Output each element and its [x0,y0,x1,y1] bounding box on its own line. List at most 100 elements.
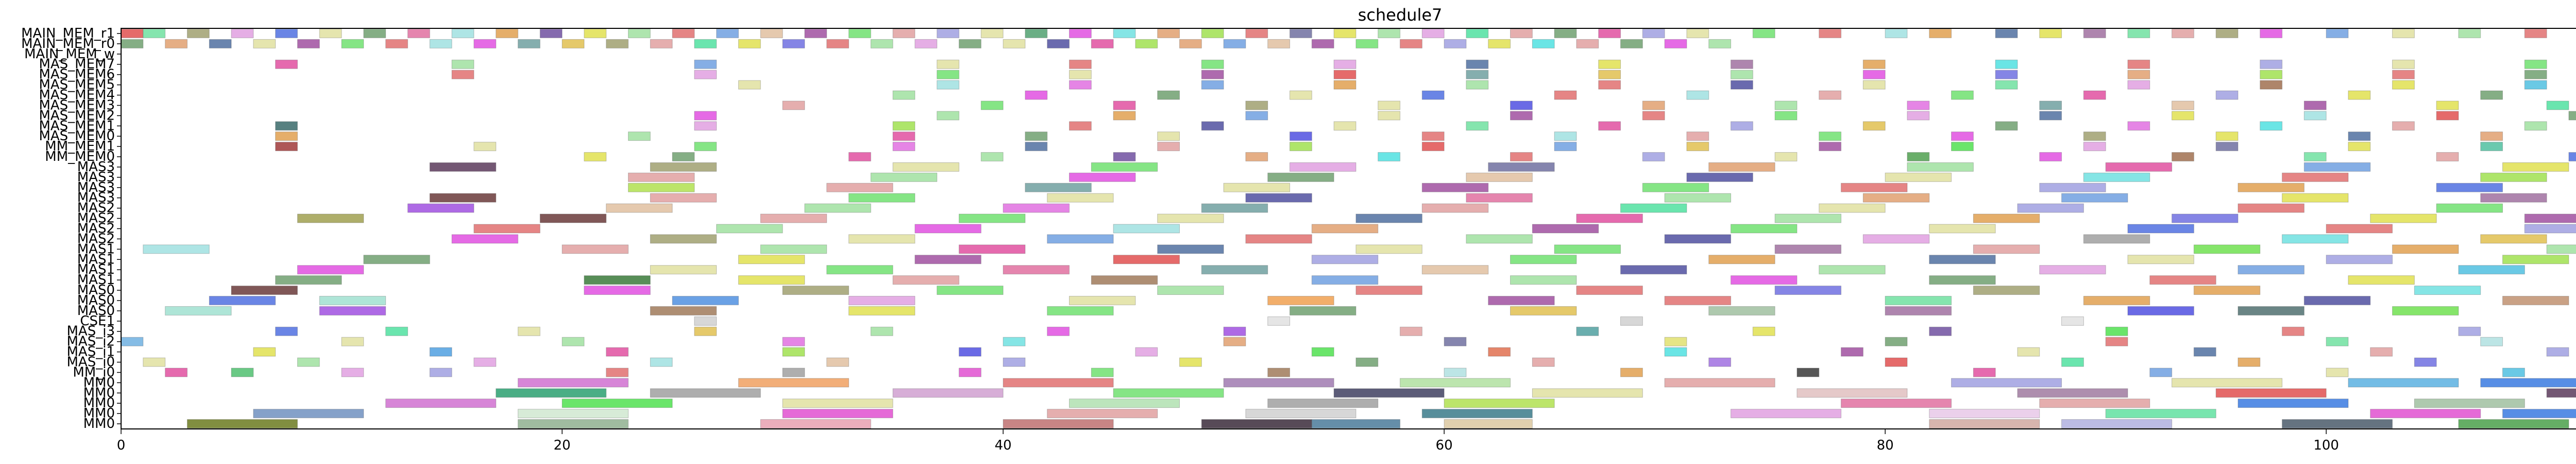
y-tick-label: MAS_i1 [67,344,115,360]
task-bar [2172,101,2194,110]
task-bar [2260,70,2283,79]
task-bar [1862,80,1886,90]
y-tick-label: MAS0 [77,283,115,298]
task-bar [1708,39,1732,48]
task-bar [870,172,938,182]
task-bar [1488,347,1511,357]
task-bar [1797,368,1820,377]
task-bar [1995,121,2018,131]
task-bar [1201,203,1268,213]
task-bar [1554,28,1577,38]
task-bar [892,28,916,38]
task-bar [1510,152,1533,162]
task-bar [1554,142,1577,152]
task-bar [1510,255,1577,264]
task-bar [1245,193,1312,203]
task-bar [2260,59,2283,69]
task-bar [1774,244,1842,254]
task-bar [1245,409,1357,419]
task-bar [2238,399,2349,408]
task-bar [2458,419,2569,429]
task-bar [121,337,144,346]
x-tick-label: 40 [995,438,1012,453]
task-bar [2303,152,2327,162]
task-bar [1466,172,1533,182]
task-bar [1355,286,1422,295]
task-bar [2238,306,2304,316]
task-bar [1708,162,1775,172]
y-tick-label: MAS1 [77,272,115,288]
task-bar [2414,357,2437,367]
task-bar [892,275,959,285]
task-bar [584,275,651,285]
task-bar [2172,28,2194,38]
y-tick-label: MM_MEM0 [45,149,115,164]
task-bar [1929,275,1996,285]
task-bar [1510,101,1533,110]
task-bar [650,265,717,275]
task-bar [782,409,893,419]
y-tick-label: MM0 [83,406,115,421]
task-bar [1642,111,1665,121]
task-bar [2370,409,2481,419]
y-tick-label: MM0 [83,385,115,401]
task-bar [1091,368,1114,377]
task-bar [628,183,695,192]
task-bar [914,224,981,234]
task-bar [672,295,739,305]
task-bar [2127,306,2194,316]
task-bar [1003,265,1070,275]
task-bar [1951,131,1974,141]
task-bar [2436,111,2459,121]
task-bar [1289,90,1312,100]
task-bar [848,234,916,244]
task-bar [1400,326,1422,336]
task-bar [804,28,827,38]
task-bar [1973,213,2040,223]
task-bar [1862,70,1886,79]
task-bar [275,142,298,152]
task-bar [2039,183,2106,192]
task-bar [2215,90,2239,100]
task-bar [2326,368,2349,377]
task-bar [892,121,916,131]
x-tick-label: 0 [117,438,126,453]
task-bar [1047,39,1070,48]
task-bar [2326,28,2349,38]
task-bar [1267,316,1290,326]
task-bar [1201,70,1224,79]
task-bar [1201,28,1224,38]
task-bar [2436,183,2503,192]
task-bar [782,347,805,357]
y-tick-label: MAS3 [77,159,115,175]
task-bar [2392,28,2415,38]
task-bar [275,28,298,38]
task-bar [1554,90,1577,100]
task-bar [1245,111,1268,121]
task-bar [1466,193,1533,203]
task-bar [1444,368,1467,377]
task-bar [1774,213,1842,223]
task-bar [892,388,1004,398]
task-bar [2326,337,2349,346]
task-bar [870,39,893,48]
task-bar [1400,39,1422,48]
task-bar [1973,368,1996,377]
task-bar [2215,388,2327,398]
task-bar [1069,295,1136,305]
task-bar [2105,326,2128,336]
y-tick-label: MAS_i2 [67,334,115,350]
task-bar [1444,399,1555,408]
task-bar [1069,80,1092,90]
task-bar [473,357,497,367]
task-bar [694,316,717,326]
task-bar [2238,265,2304,275]
task-bar [1576,286,1643,295]
task-bar [1774,111,1798,121]
y-tick-label: MAS2 [77,211,115,226]
task-bar [1069,399,1180,408]
task-bar [1995,59,2018,69]
task-bar [253,409,364,419]
task-bar [2414,399,2525,408]
task-bar [231,286,298,295]
